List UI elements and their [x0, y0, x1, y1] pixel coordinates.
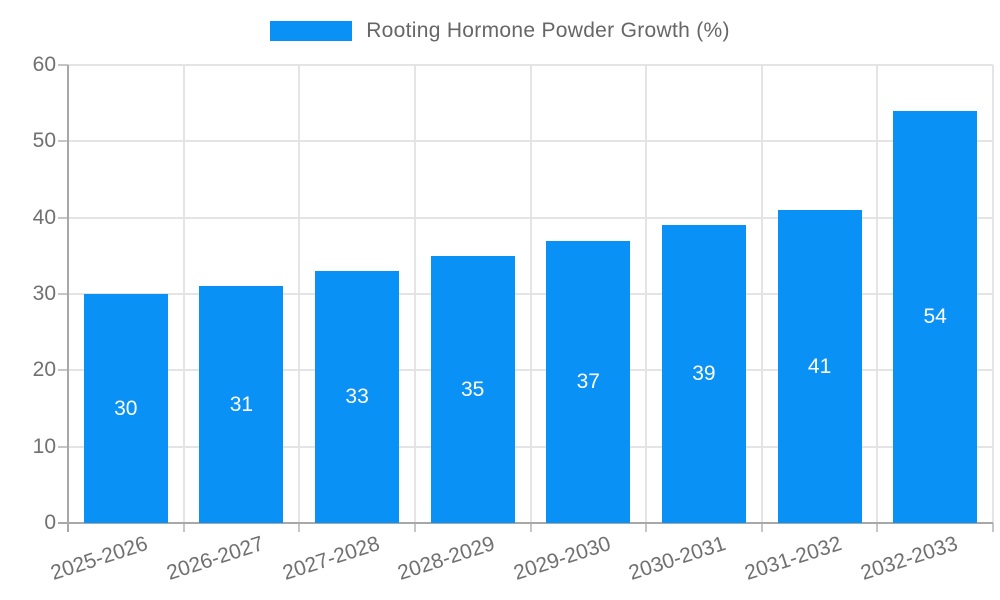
- bar-value-label: 39: [692, 362, 716, 385]
- bar-2026-2027[interactable]: 31: [199, 286, 284, 523]
- y-axis-tick: [58, 445, 68, 448]
- y-axis-tick-label: 20: [32, 358, 56, 382]
- gridline-horizontal: [68, 140, 993, 143]
- y-axis-tick-label: 10: [32, 434, 56, 458]
- x-axis-tick-label: 2025-2026: [48, 532, 151, 585]
- x-axis-tick: [298, 523, 301, 532]
- y-axis-line: [67, 65, 69, 532]
- x-axis-tick: [760, 523, 763, 532]
- bar-2032-2033[interactable]: 54: [893, 111, 978, 523]
- bar-value-label: 54: [923, 305, 947, 328]
- gridline-vertical: [298, 65, 301, 523]
- gridline-vertical: [413, 65, 416, 523]
- y-axis-tick: [58, 369, 68, 372]
- x-axis-tick: [992, 523, 994, 532]
- x-axis-tick-label: 2031-2032: [742, 532, 845, 585]
- bar-value-label: 33: [345, 385, 369, 408]
- x-axis-tick-label: 2026-2027: [163, 532, 267, 585]
- x-axis-tick: [645, 523, 648, 532]
- bar-2028-2029[interactable]: 35: [430, 256, 515, 523]
- bar-2027-2028[interactable]: 33: [315, 271, 400, 523]
- y-axis-tick-label: 50: [32, 129, 56, 153]
- gridline-vertical: [760, 65, 763, 523]
- x-axis-tick: [182, 523, 185, 532]
- legend-label: Rooting Hormone Powder Growth (%): [366, 19, 730, 42]
- x-axis-tick: [529, 523, 532, 532]
- gridline-horizontal: [68, 64, 993, 66]
- x-axis-tick-label: 2029-2030: [510, 532, 614, 585]
- y-axis-tick-label: 0: [44, 511, 56, 534]
- y-axis-tick-label: 30: [32, 282, 56, 305]
- x-axis-tick-label: 2028-2029: [395, 532, 498, 585]
- legend: Rooting Hormone Powder Growth (%): [0, 14, 1000, 48]
- bar-2029-2030[interactable]: 37: [546, 241, 631, 523]
- bar-value-label: 37: [576, 370, 600, 393]
- x-axis-line: [58, 522, 993, 524]
- gridline-vertical: [992, 65, 994, 523]
- gridline-vertical: [182, 65, 185, 523]
- y-axis-tick-label: 40: [32, 205, 56, 229]
- bar-value-label: 41: [807, 354, 832, 378]
- legend-swatch-icon: [270, 21, 353, 41]
- gridline-vertical: [529, 65, 532, 523]
- bar-2025-2026[interactable]: 30: [83, 294, 168, 523]
- x-axis-tick: [413, 523, 416, 532]
- bar-2031-2032[interactable]: 41: [777, 210, 862, 523]
- gridline-vertical: [876, 65, 879, 523]
- bar-value-label: 35: [461, 377, 485, 401]
- bar-value-label: 30: [114, 396, 138, 420]
- x-axis-tick-label: 2032-2033: [857, 532, 961, 585]
- x-axis-tick-label: 2027-2028: [279, 532, 383, 585]
- y-axis-tick-label: 60: [32, 53, 56, 76]
- x-axis-tick-label: 2030-2031: [626, 532, 729, 585]
- plot-area: 30 31 33 35 37 39 41 54: [58, 64, 994, 532]
- x-axis-tick: [876, 523, 879, 532]
- y-axis-tick: [58, 140, 68, 143]
- legend-item[interactable]: Rooting Hormone Powder Growth (%): [270, 19, 730, 43]
- y-axis-tick: [58, 293, 68, 295]
- bar-value-label: 31: [229, 392, 254, 416]
- y-axis-tick: [58, 64, 68, 66]
- gridline-vertical: [645, 65, 648, 523]
- bar-2030-2031[interactable]: 39: [661, 225, 746, 523]
- y-axis-tick: [58, 216, 68, 219]
